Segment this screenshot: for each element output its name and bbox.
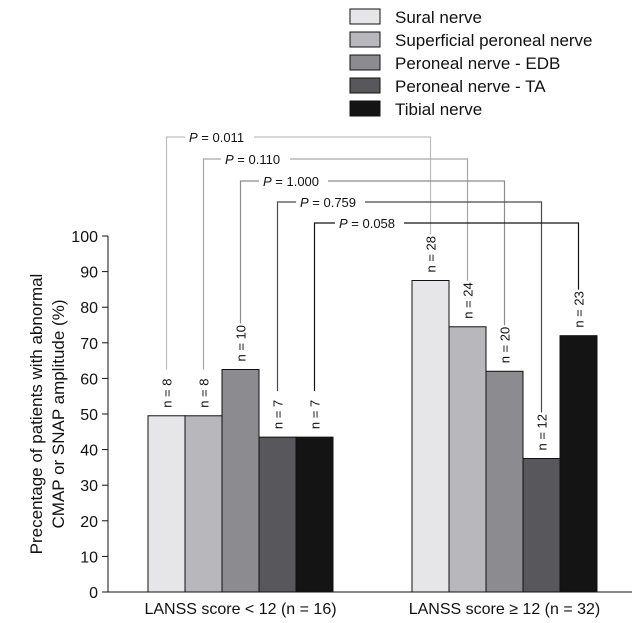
p-bracket-left — [313, 222, 335, 392]
bar — [411, 280, 450, 593]
bar — [221, 369, 260, 593]
n-label: n = 10 — [234, 325, 249, 362]
legend-label: Peroneal nerve - TA — [395, 77, 546, 96]
y-tick-label: 20 — [80, 514, 98, 531]
legend-swatch — [349, 8, 381, 25]
legend-swatch — [349, 100, 381, 117]
p-bracket-right — [290, 158, 469, 281]
category-label: LANSS score ≥ 12 (n = 32) — [409, 601, 601, 618]
p-value-label: P = 0.759 — [300, 195, 356, 210]
n-label: n = 8 — [197, 378, 212, 407]
y-tick-label: 50 — [80, 407, 98, 424]
p-bracket-left — [239, 180, 259, 324]
n-label: n = 23 — [572, 291, 587, 328]
n-label: n = 28 — [424, 236, 439, 273]
bar — [295, 436, 334, 593]
y-tick-label: 90 — [80, 265, 98, 282]
n-label: n = 12 — [535, 414, 550, 451]
p-bracket-right — [328, 180, 506, 326]
p-value-label: P = 1.000 — [263, 174, 319, 189]
bar — [258, 436, 297, 593]
y-tick-label: 10 — [80, 549, 98, 566]
bar — [147, 415, 186, 593]
p-bracket-right — [404, 222, 580, 290]
n-label: n = 7 — [308, 400, 323, 429]
legend-swatch — [349, 77, 381, 94]
bar — [485, 370, 524, 593]
p-value-label: P = 0.110 — [225, 152, 280, 167]
legend-label: Sural nerve — [395, 8, 482, 27]
y-tick-label: 70 — [80, 336, 98, 353]
y-tick-label: 0 — [89, 585, 98, 602]
bar — [448, 326, 487, 593]
y-tick-label: 60 — [80, 371, 98, 388]
p-value-label: P = 0.058 — [339, 216, 395, 231]
p-value-label: P = 0.011 — [189, 130, 244, 145]
y-tick-label: 40 — [80, 443, 98, 460]
bar — [184, 415, 223, 593]
legend-label: Peroneal nerve - EDB — [395, 54, 560, 73]
n-label: n = 24 — [461, 282, 476, 319]
y-ticks: 0 10 20 30 40 50 60 70 80 90 100 — [71, 229, 108, 602]
legend-label: Superficial peroneal nerve — [395, 31, 593, 50]
p-value-annotations: P = 0.011 P = 0.110 P = 1.000 P = 0.759 P = … — [165, 130, 580, 413]
legend: Sural nerve Superficial peroneal nerve Per… — [349, 8, 593, 119]
bar — [559, 335, 598, 593]
p-bracket-left — [202, 158, 221, 370]
p-bracket-right — [365, 201, 543, 413]
y-tick-label: 30 — [80, 478, 98, 495]
y-tick-label: 80 — [80, 300, 98, 317]
y-tick-label: 100 — [71, 229, 98, 246]
y-axis-label-line-1: Precentage of patients with abnormal — [27, 274, 46, 555]
legend-swatch — [349, 31, 381, 48]
p-bracket-left — [165, 136, 185, 370]
n-label: n = 8 — [160, 378, 175, 407]
bar — [522, 458, 561, 593]
y-axis-label-line-2: CMAP or SNAP amplitude (%) — [49, 300, 68, 529]
x-categories: LANSS score < 12 (n = 16) LANSS score ≥ 1… — [144, 601, 600, 618]
n-labels: n = 8 n = 28 n = 8 n = 24 n = 10 n = 20 n = 7 n… — [160, 236, 587, 451]
p-bracket-left — [276, 201, 296, 392]
bars — [147, 280, 598, 593]
legend-label: Tibial nerve — [395, 100, 482, 119]
category-label: LANSS score < 12 (n = 16) — [144, 601, 336, 618]
legend-swatch — [349, 54, 381, 71]
n-label: n = 7 — [271, 400, 286, 429]
n-label: n = 20 — [498, 327, 513, 364]
